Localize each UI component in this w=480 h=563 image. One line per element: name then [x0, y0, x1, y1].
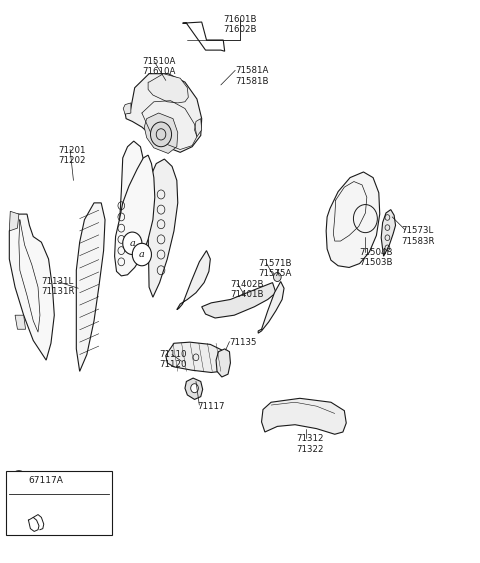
- Text: a: a: [16, 476, 22, 485]
- Text: 67117A: 67117A: [28, 476, 63, 485]
- Text: 71510A
71610A: 71510A 71610A: [142, 57, 175, 76]
- Polygon shape: [182, 22, 225, 51]
- Text: a: a: [130, 239, 135, 248]
- Text: 71312
71322: 71312 71322: [297, 434, 324, 454]
- Text: 71601B
71602B: 71601B 71602B: [223, 15, 257, 34]
- Text: 71573L
71583R: 71573L 71583R: [402, 226, 435, 246]
- Polygon shape: [177, 251, 210, 310]
- Text: 71504B
71503B: 71504B 71503B: [360, 248, 393, 267]
- Polygon shape: [76, 203, 105, 372]
- Polygon shape: [216, 349, 230, 377]
- Text: 71110
71120: 71110 71120: [159, 350, 187, 369]
- Polygon shape: [326, 172, 380, 267]
- Polygon shape: [258, 282, 284, 333]
- Text: 71117: 71117: [197, 402, 225, 411]
- Text: 71581A
71581B: 71581A 71581B: [235, 66, 269, 86]
- Circle shape: [123, 232, 142, 254]
- Polygon shape: [381, 209, 396, 256]
- Text: 71131L
71131R: 71131L 71131R: [41, 277, 75, 296]
- Polygon shape: [144, 113, 178, 154]
- Polygon shape: [194, 119, 202, 137]
- Polygon shape: [15, 315, 25, 329]
- Polygon shape: [185, 378, 203, 399]
- Polygon shape: [125, 74, 202, 153]
- Text: 71402B
71401B: 71402B 71401B: [230, 280, 264, 299]
- Text: 71135: 71135: [229, 338, 257, 347]
- Polygon shape: [9, 211, 19, 231]
- FancyBboxPatch shape: [6, 471, 112, 535]
- Polygon shape: [9, 214, 54, 360]
- Polygon shape: [120, 141, 145, 248]
- Circle shape: [151, 122, 171, 147]
- Polygon shape: [202, 283, 276, 318]
- Polygon shape: [166, 342, 225, 373]
- Polygon shape: [115, 155, 155, 276]
- Text: 71201
71202: 71201 71202: [58, 146, 85, 165]
- Circle shape: [274, 272, 281, 282]
- Text: 71571B
71575A: 71571B 71575A: [258, 259, 292, 279]
- Circle shape: [191, 384, 198, 393]
- Polygon shape: [148, 159, 178, 297]
- Polygon shape: [148, 74, 188, 103]
- Text: a: a: [139, 250, 145, 259]
- Circle shape: [10, 471, 27, 491]
- Circle shape: [132, 243, 152, 266]
- Polygon shape: [262, 398, 346, 434]
- Polygon shape: [123, 103, 131, 114]
